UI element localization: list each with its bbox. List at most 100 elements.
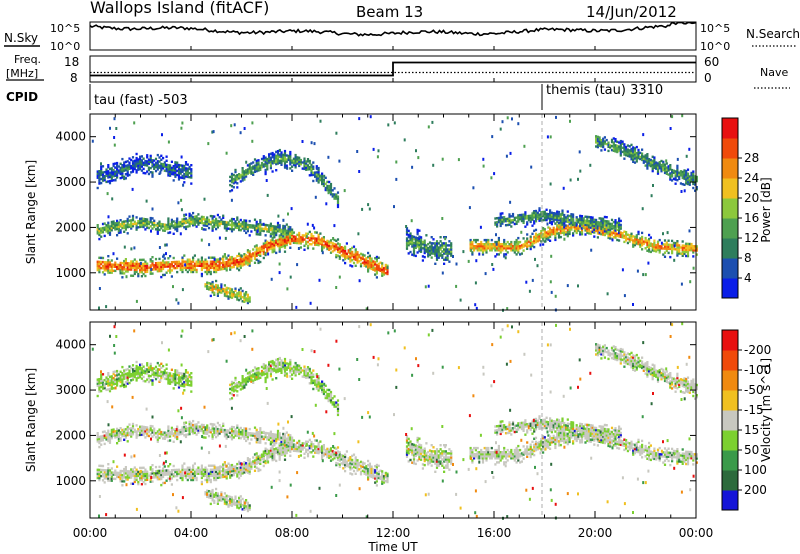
power-cell: [529, 241, 532, 244]
power-cell: [146, 156, 149, 159]
power-cell: [550, 211, 553, 214]
power-cell: [619, 233, 622, 236]
power-cell: [646, 155, 649, 158]
power-cell: [199, 264, 202, 267]
power-cell: [565, 218, 568, 221]
velocity-cell: [160, 469, 163, 472]
power-cell: [207, 266, 211, 270]
velocity-cell: [172, 464, 175, 468]
power-cell: [105, 228, 108, 231]
power-cell: [276, 238, 280, 242]
power-cell: [526, 243, 529, 246]
power-scatter-cell: [455, 284, 458, 288]
power-cell: [444, 252, 447, 255]
power-cell: [667, 251, 670, 255]
power-scatter-cell: [403, 138, 406, 142]
power-cell: [114, 224, 117, 227]
power-cell: [260, 157, 264, 161]
power-cell: [98, 270, 101, 274]
power-scatter-cell: [208, 243, 211, 247]
velocity-cell: [103, 378, 106, 382]
power-cell: [317, 177, 320, 180]
power-cell: [365, 263, 368, 266]
power-cell: [321, 241, 324, 244]
velocity-cell: [163, 369, 166, 372]
velocity-cell: [174, 432, 177, 435]
power-cell: [520, 215, 523, 219]
power-cell: [632, 160, 635, 163]
velocity-cell: [140, 367, 143, 370]
power-cell: [690, 247, 693, 250]
power-cell: [275, 227, 278, 231]
power-cell: [490, 245, 493, 248]
power-scatter-cell: [333, 224, 336, 228]
power-cell: [112, 168, 115, 172]
power-cell: [529, 243, 532, 247]
power-cell: [110, 271, 113, 274]
velocity-cell: [211, 497, 214, 500]
power-cell: [117, 265, 120, 269]
velocity-cell: [131, 424, 135, 428]
power-cell: [405, 239, 409, 242]
velocity-cell: [149, 426, 152, 430]
power-cell: [649, 236, 652, 239]
power-scatter-cell: [528, 289, 531, 293]
velocity-cell: [163, 377, 166, 380]
power-cell: [630, 143, 633, 147]
power-cell: [280, 228, 283, 231]
velocity-cell: [156, 376, 159, 379]
power-cell: [131, 264, 135, 267]
power-scatter-cell: [505, 154, 508, 158]
power-cell: [603, 230, 606, 233]
velocity-cell: [121, 384, 124, 387]
power-cell: [271, 246, 274, 250]
velocity-cell: [193, 429, 196, 433]
power-cell: [651, 245, 654, 248]
power-cell: [234, 179, 237, 182]
power-cell: [626, 144, 629, 147]
velocity-cell: [197, 470, 200, 473]
power-cell: [167, 166, 170, 169]
power-cell: [213, 215, 216, 218]
velocity-cell: [142, 472, 145, 476]
power-cell: [315, 241, 318, 244]
power-cell: [568, 220, 571, 224]
power-cell: [549, 213, 552, 216]
velocity-cell: [188, 424, 191, 428]
power-scatter-cell: [676, 157, 679, 161]
power-cell: [483, 245, 486, 248]
power-cell: [586, 229, 589, 232]
power-cell: [252, 248, 255, 251]
power-cell: [238, 177, 241, 180]
power-cell: [202, 264, 205, 267]
power-scatter-cell: [314, 195, 317, 199]
power-scatter-cell: [319, 119, 322, 123]
power-cell: [215, 227, 218, 231]
power-cell: [681, 176, 684, 180]
power-cell: [156, 164, 159, 167]
power-cell: [197, 258, 200, 261]
velocity-cell: [167, 433, 170, 436]
power-cell: [485, 245, 488, 248]
power-cell: [534, 209, 538, 213]
power-cell: [204, 266, 207, 270]
velocity-cell: [153, 472, 156, 475]
power-cell: [149, 266, 152, 269]
power-cell: [582, 221, 585, 224]
power-scatter-cell: [550, 254, 553, 258]
power-scatter-cell: [417, 156, 420, 160]
velocity-cell: [137, 470, 140, 474]
power-cell: [108, 265, 112, 268]
velocity-cell: [126, 476, 129, 479]
power-cell: [250, 253, 253, 256]
power-scatter-cell: [652, 184, 654, 187]
power-cell: [246, 255, 249, 258]
velocity-cell: [126, 474, 129, 477]
power-cell: [158, 267, 161, 271]
power-cell: [651, 169, 654, 173]
power-cell: [377, 268, 380, 272]
power-cell: [630, 234, 633, 238]
power-cell: [248, 262, 251, 265]
power-cell: [340, 250, 343, 253]
velocity-cell: [98, 441, 101, 445]
